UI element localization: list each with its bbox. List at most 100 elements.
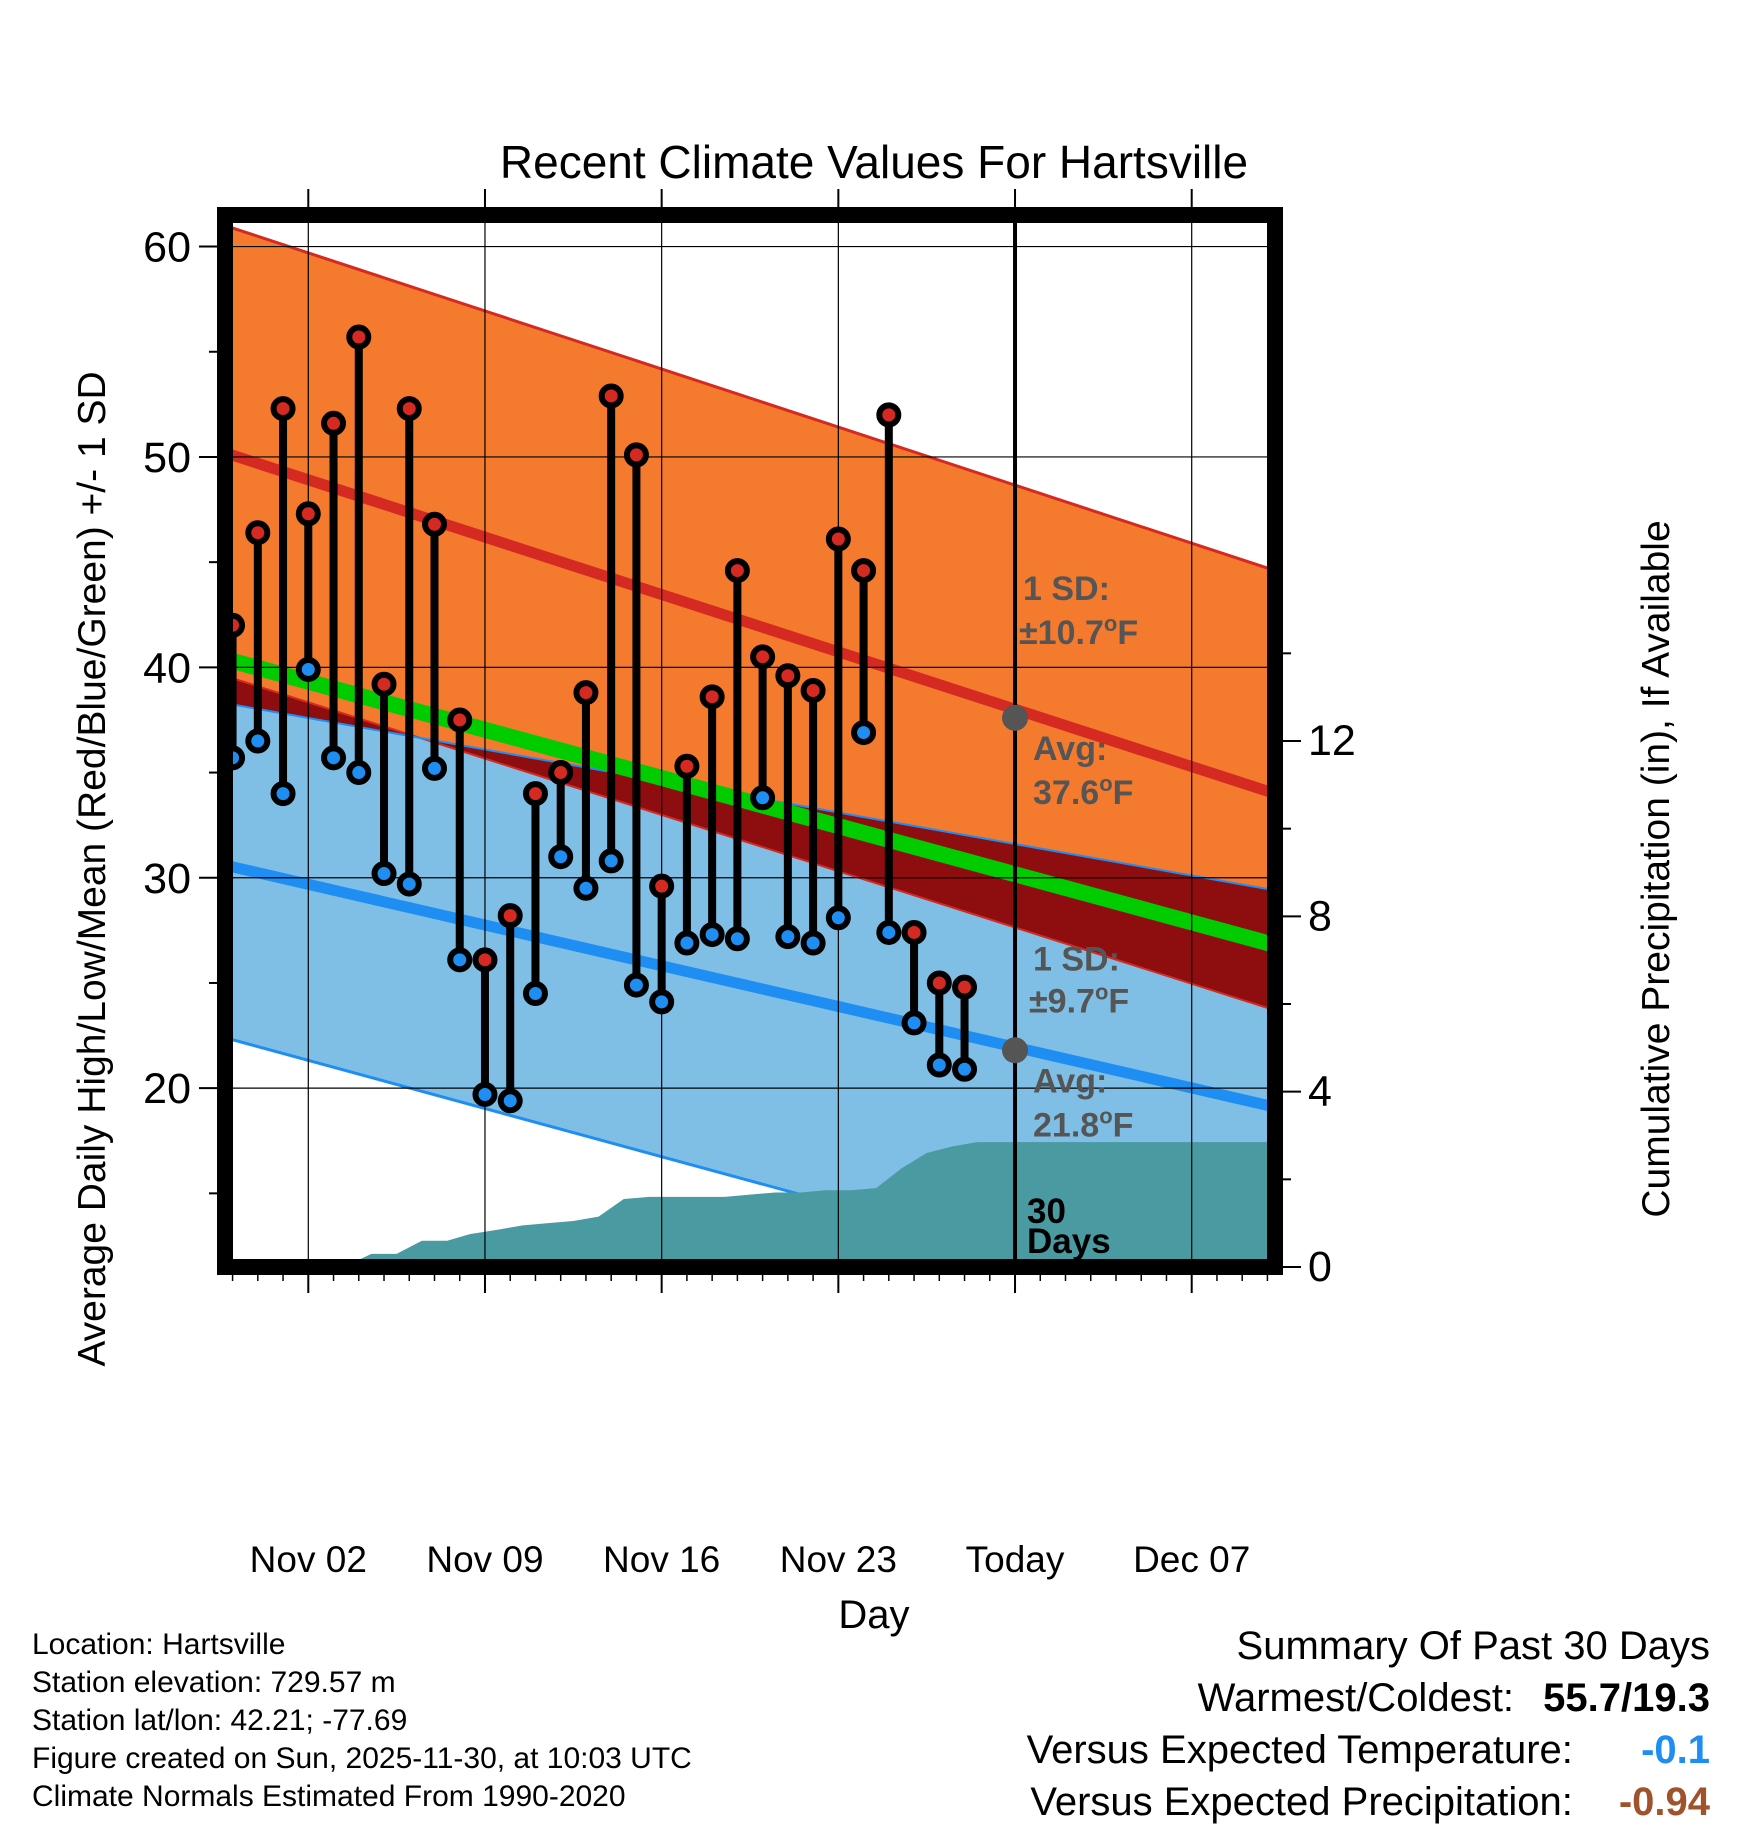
daily-high-marker bbox=[522, 781, 548, 807]
daily-low-marker bbox=[623, 972, 649, 998]
daily-low-marker bbox=[775, 924, 801, 950]
x-tick-label: Today bbox=[966, 1539, 1065, 1580]
daily-high-marker bbox=[775, 663, 801, 689]
avg-high-line bbox=[225, 447, 1275, 799]
daily-low-marker bbox=[851, 720, 877, 746]
warmest-label: Warmest/Coldest: bbox=[1197, 1676, 1515, 1720]
daily-high-marker bbox=[421, 511, 447, 537]
daily-low-marker bbox=[371, 861, 397, 887]
summary-warmest-row: Warmest/Coldest: 55.7/19.3 bbox=[1027, 1672, 1710, 1724]
daily-high-marker bbox=[750, 644, 776, 670]
y-axis-label: Average Daily High/Low/Mean (Red/Blue/Gr… bbox=[71, 371, 114, 1366]
high-sd-title: 1 SD: bbox=[1023, 570, 1110, 608]
today-avg-low-marker bbox=[1002, 1037, 1029, 1064]
high-sd-value-number: ±10.7 bbox=[1019, 614, 1104, 652]
days-count: 30 bbox=[1027, 1192, 1066, 1231]
daily-low-marker bbox=[447, 947, 473, 973]
y-tick-label: 60 bbox=[143, 224, 191, 272]
daily-high-marker bbox=[649, 873, 675, 899]
station-info: Location: Hartsville Station elevation: … bbox=[32, 1626, 692, 1816]
low-avg-value: 21.8oF bbox=[1033, 1104, 1133, 1145]
degree-mark: o bbox=[1099, 1104, 1112, 1129]
daily-low-marker bbox=[522, 980, 548, 1006]
daily-low-marker bbox=[750, 785, 776, 811]
high-avg-value: 37.6oF bbox=[1033, 771, 1133, 812]
daily-low-marker bbox=[295, 656, 321, 682]
daily-high-marker bbox=[674, 753, 700, 779]
y2-tick-label: 4 bbox=[1308, 1068, 1332, 1116]
x-tick-label: Nov 16 bbox=[603, 1539, 720, 1580]
daily-low-marker bbox=[321, 745, 347, 771]
daily-high-marker bbox=[623, 442, 649, 468]
daily-high-marker bbox=[800, 678, 826, 704]
warmest-value: 55.7/19.3 bbox=[1543, 1676, 1710, 1720]
low-avg-value-number: 21.8 bbox=[1033, 1107, 1099, 1145]
degree-mark: o bbox=[1104, 611, 1117, 636]
daily-low-marker bbox=[598, 848, 624, 874]
y-tick-label: 30 bbox=[143, 855, 191, 903]
daily-low-marker bbox=[926, 1052, 952, 1078]
daily-low-marker bbox=[548, 844, 574, 870]
daily-low-marker bbox=[472, 1081, 498, 1107]
daily-high-marker bbox=[876, 402, 902, 428]
daily-low-marker bbox=[396, 871, 422, 897]
summary-panel: Summary Of Past 30 Days Warmest/Coldest:… bbox=[1027, 1620, 1710, 1828]
daily-low-marker bbox=[421, 755, 447, 781]
daily-low-marker bbox=[497, 1088, 523, 1114]
latlon-text: Station lat/lon: 42.21; -77.69 bbox=[32, 1704, 408, 1737]
summary-temp-row: Versus Expected Temperature: -0.1 bbox=[1027, 1724, 1710, 1776]
plot-frame bbox=[217, 207, 1283, 1275]
daily-high-marker bbox=[245, 520, 271, 546]
temp-label: Versus Expected Temperature: bbox=[1026, 1728, 1573, 1772]
daily-low-marker bbox=[245, 728, 271, 754]
low-sd-title: 1 SD: bbox=[1033, 940, 1120, 978]
daily-high-marker bbox=[346, 324, 372, 350]
x-tick-label: Nov 23 bbox=[780, 1539, 897, 1580]
degree-mark: o bbox=[1095, 979, 1108, 1004]
y2-tick-label: 12 bbox=[1308, 717, 1356, 765]
avg-low-line bbox=[225, 859, 1275, 1113]
daily-low-marker bbox=[573, 875, 599, 901]
daily-low-marker bbox=[674, 930, 700, 956]
daily-low-marker bbox=[800, 930, 826, 956]
unit-mark: F bbox=[1113, 1107, 1134, 1145]
today-avg-high-marker bbox=[1002, 704, 1029, 731]
y2-tick-label: 8 bbox=[1308, 892, 1332, 940]
x-tick-label: Dec 07 bbox=[1133, 1539, 1250, 1580]
daily-high-marker bbox=[598, 383, 624, 409]
x-tick-label: Nov 09 bbox=[426, 1539, 543, 1580]
y-tick-label: 40 bbox=[143, 644, 191, 692]
daily-high-marker bbox=[724, 558, 750, 584]
high-avg-value-number: 37.6 bbox=[1033, 774, 1099, 812]
days-label: Days bbox=[1027, 1222, 1111, 1261]
low-sd-value-number: ±9.7 bbox=[1029, 982, 1095, 1020]
unit-mark: F bbox=[1108, 982, 1129, 1020]
low-avg-title: Avg: bbox=[1033, 1062, 1107, 1100]
daily-high-marker bbox=[472, 947, 498, 973]
y-tick-label: 20 bbox=[143, 1065, 191, 1113]
daily-high-marker bbox=[926, 970, 952, 996]
high-sd-value: ±10.7oF bbox=[1019, 611, 1138, 652]
daily-low-marker bbox=[346, 760, 372, 786]
temp-value: -0.1 bbox=[1641, 1728, 1710, 1772]
daily-low-marker bbox=[825, 905, 851, 931]
daily-high-marker bbox=[270, 396, 296, 422]
location-text: Location: Hartsville bbox=[32, 1628, 286, 1661]
daily-high-marker bbox=[573, 680, 599, 706]
daily-high-marker bbox=[901, 919, 927, 945]
avg-mean-line bbox=[225, 651, 1275, 953]
daily-high-marker bbox=[371, 671, 397, 697]
elevation-text: Station elevation: 729.57 m bbox=[32, 1666, 396, 1699]
normals-text: Climate Normals Estimated From 1990-2020 bbox=[32, 1780, 626, 1813]
y2-axis-label: Cumulative Precipitation (in), If Availa… bbox=[1635, 520, 1678, 1217]
high-upper-line bbox=[225, 224, 1275, 573]
unit-mark: F bbox=[1113, 774, 1134, 812]
low-sd-value: ±9.7oF bbox=[1029, 979, 1129, 1020]
daily-high-marker bbox=[321, 410, 347, 436]
x-tick-label: Nov 02 bbox=[250, 1539, 367, 1580]
daily-high-marker bbox=[396, 396, 422, 422]
daily-low-marker bbox=[649, 989, 675, 1015]
low-lower-line bbox=[225, 1036, 1073, 1267]
precip-label: Versus Expected Precipitation: bbox=[1030, 1780, 1573, 1824]
